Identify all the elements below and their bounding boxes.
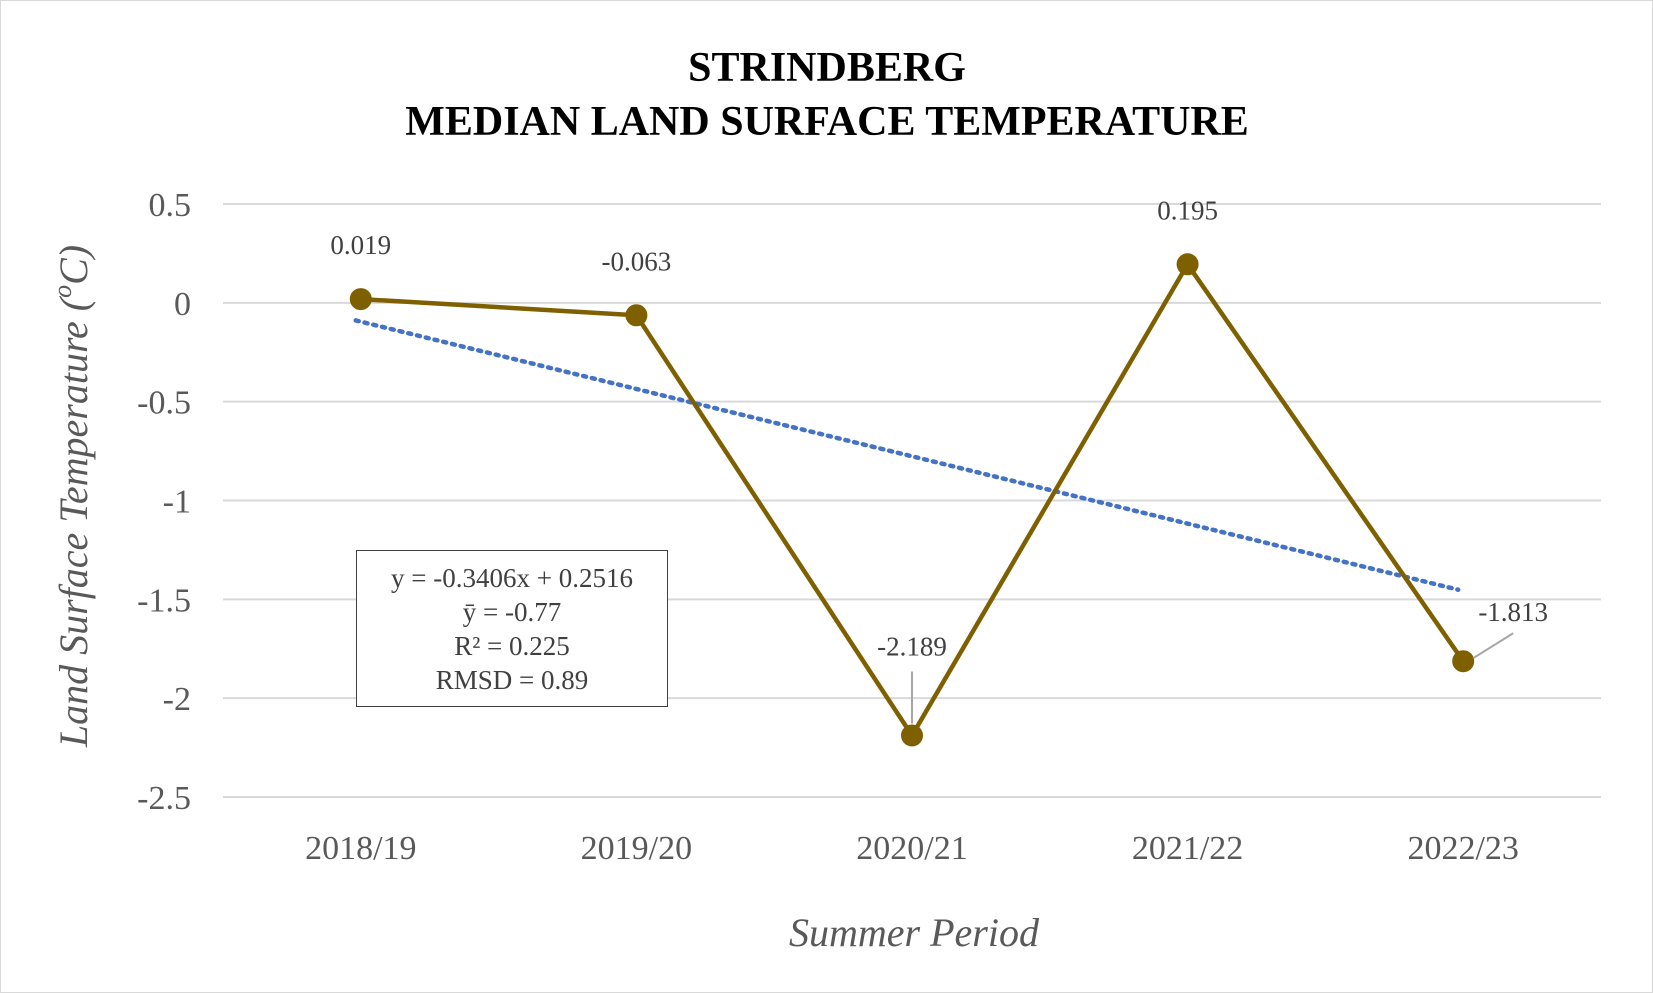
- data-label: 0.195: [1157, 195, 1218, 225]
- y-axis-title: Land Surface Temperature (oC): [48, 245, 96, 748]
- regression-stats-box: y = -0.3406x + 0.2516 ȳ = -0.77 R² = 0.2…: [356, 550, 668, 707]
- y-axis-ticks: 0.5 0 -0.5 -1 -1.5 -2 -2.5: [137, 187, 191, 817]
- x-axis-title: Summer Period: [789, 910, 1040, 955]
- x-tick-label: 2018/19: [305, 830, 416, 867]
- rmsd-value: RMSD = 0.89: [435, 664, 589, 695]
- y-tick-label: -1.5: [137, 582, 191, 619]
- r-squared: R² = 0.225: [454, 630, 570, 661]
- y-tick-label: -1: [163, 484, 191, 521]
- data-point: [349, 288, 372, 311]
- y-tick-label: -2.5: [137, 780, 191, 817]
- trendline-layer: [353, 318, 1461, 592]
- data-point: [901, 724, 923, 747]
- x-tick-label: 2021/22: [1132, 830, 1243, 867]
- chart-title-line-2: MEDIAN LAND SURFACE TEMPERATURE: [405, 99, 1249, 145]
- data-label: 0.019: [330, 230, 391, 260]
- y-tick-label: -2: [163, 681, 191, 718]
- x-tick-label: 2019/20: [581, 830, 692, 867]
- chart-title-line-1: STRINDBERG: [688, 45, 966, 91]
- regression-equation: y = -0.3406x + 0.2516: [391, 562, 633, 593]
- y-tick-label: 0: [174, 286, 191, 323]
- data-label-layer: 0.019 -0.063 -2.189 0.195 -1.813: [330, 195, 1548, 724]
- y-tick-label: 0.5: [149, 187, 192, 224]
- data-point: [1452, 650, 1475, 673]
- x-tick-label: 2020/21: [856, 830, 967, 867]
- data-point: [625, 304, 648, 327]
- data-label: -1.813: [1478, 597, 1548, 627]
- label-leader-line: [1472, 632, 1514, 660]
- x-axis-ticks: 2018/19 2019/20 2020/21 2021/22 2022/23: [305, 830, 1519, 867]
- data-point: [1176, 253, 1199, 276]
- data-label: -2.189: [877, 632, 947, 662]
- y-tick-label: -0.5: [137, 385, 191, 422]
- series-layer: [349, 253, 1475, 747]
- x-tick-label: 2022/23: [1407, 830, 1518, 867]
- trendline: [353, 318, 1461, 592]
- mean-value: ȳ = -0.77: [462, 596, 562, 627]
- data-label: -0.063: [602, 246, 672, 276]
